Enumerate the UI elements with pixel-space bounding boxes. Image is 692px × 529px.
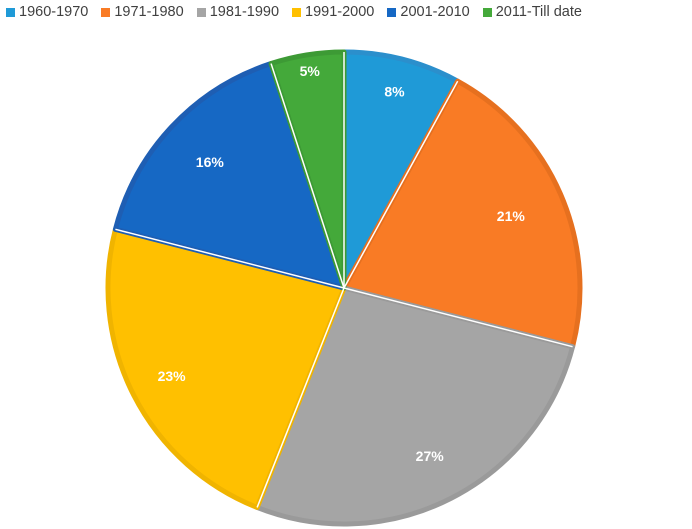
legend-item-2001-2010: 2001-2010 (387, 4, 470, 20)
pie-slices (105, 49, 583, 527)
legend-label-1971-1980: 1971-1980 (114, 4, 184, 20)
legend-swatch-2001-2010 (387, 7, 397, 17)
data-label-2011-till-date: 5% (300, 63, 321, 79)
legend-item-1981-1990: 1981-1990 (196, 4, 280, 20)
legend-label-1991-2000: 1991-2000 (305, 4, 375, 20)
legend-item-1971-1980: 1971-1980 (101, 4, 184, 20)
legend-item-1960-1970: 1960-1970 (6, 4, 88, 20)
data-label-1991-2000: 23% (158, 368, 187, 384)
legend-label-1981-1990: 1981-1990 (209, 4, 280, 20)
pie-slice-1981-1990 (254, 285, 576, 527)
data-label-1981-1990: 27% (416, 448, 445, 464)
slice-separator (115, 228, 345, 289)
legend-swatch-2011-till-date (482, 7, 492, 17)
legend-swatch-1991-2000 (292, 7, 302, 17)
data-label-1971-1980: 21% (497, 208, 526, 224)
legend-label-2011-till-date: 2011-Till date (495, 4, 582, 20)
data-label-2001-2010: 16% (196, 154, 225, 170)
legend-label-2001-2010: 2001-2010 (400, 4, 470, 20)
legend-item-1991-2000: 1991-2000 (292, 4, 374, 20)
legend-swatch-1960-1970 (6, 7, 15, 17)
slice-separator (256, 287, 345, 508)
slice-separator (343, 80, 459, 289)
legend: 1960-1970 1971-1980 1981-1990 1991-2000 … (6, 2, 595, 22)
legend-item-2011-till-date: 2011-Till date (482, 4, 582, 20)
data-label-1960-1970: 8% (384, 83, 405, 99)
pie-slice-1991-2000 (105, 226, 347, 510)
slice-separator (270, 63, 345, 289)
legend-swatch-1981-1990 (196, 7, 206, 17)
legend-swatch-1971-1980 (101, 7, 111, 17)
slice-separator (343, 287, 573, 348)
legend-label-1960-1970: 1960-1970 (19, 4, 89, 20)
pie-data-labels: 8% 21% 27% 23% 16% 5% (158, 63, 526, 464)
pie-slice-1960-1970 (341, 49, 461, 291)
pie-slice-1971-1980 (341, 78, 583, 350)
